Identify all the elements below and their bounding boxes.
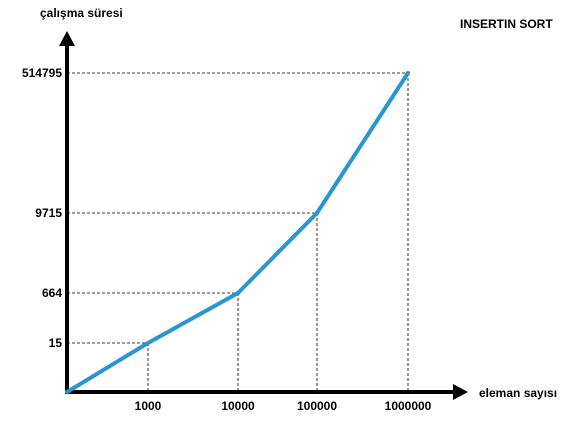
x-tick-label: 100000 xyxy=(297,399,337,413)
x-axis-label: eleman sayısı xyxy=(479,386,557,400)
y-tick-label: 514795 xyxy=(22,66,62,80)
series-line xyxy=(65,71,410,394)
axes xyxy=(59,31,468,400)
data-point xyxy=(406,71,410,75)
y-tick-label: 9715 xyxy=(35,206,62,220)
y-axis-arrow-icon xyxy=(59,31,75,46)
x-tick-label: 1000 xyxy=(135,399,162,413)
x-tick-label: 1000000 xyxy=(385,399,432,413)
y-axis-label: çalışma süresi xyxy=(40,6,123,20)
guide-lines xyxy=(67,72,409,392)
series-group xyxy=(65,71,410,394)
y-tick-label: 664 xyxy=(42,286,62,300)
data-point xyxy=(315,211,319,215)
x-tick-label: 10000 xyxy=(221,399,255,413)
data-point xyxy=(146,341,150,345)
tick-labels: 1000 10000 100000 1000000 15 664 9715 514795 xyxy=(22,66,432,413)
x-axis-arrow-icon xyxy=(453,384,468,400)
data-point xyxy=(236,291,240,295)
y-tick-label: 15 xyxy=(49,336,63,350)
chart-title: INSERTIN SORT xyxy=(460,17,553,31)
